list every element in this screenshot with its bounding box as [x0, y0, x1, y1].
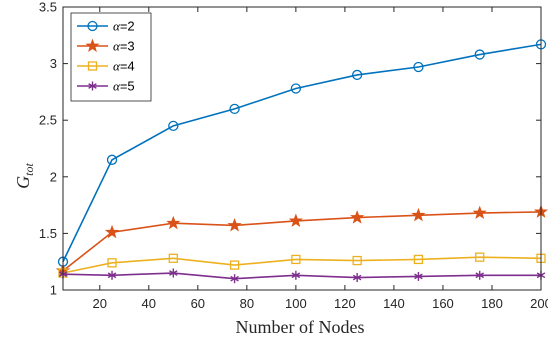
legend-alpha: α	[113, 39, 121, 54]
legend-marker	[87, 61, 98, 71]
x-tick-label: 60	[191, 296, 205, 311]
data-point	[104, 224, 120, 239]
y-tick-label: 1	[50, 283, 57, 298]
legend-item: α=2	[77, 19, 135, 34]
x-tick-label: 20	[93, 296, 107, 311]
x-tick-label: 40	[142, 296, 156, 311]
data-point	[414, 271, 423, 281]
data-point	[475, 270, 484, 280]
data-point	[350, 210, 365, 224]
x-tick-label: 200	[530, 296, 548, 311]
series-line	[62, 256, 542, 274]
legend-label: α=2	[113, 19, 135, 34]
data-point	[229, 260, 240, 270]
data-point	[411, 207, 426, 222]
y-axis-label: Gtot	[13, 163, 36, 189]
data-point	[291, 270, 301, 280]
x-axis-ticks: 20 40 60 80 100 120 140 160 180 200	[93, 7, 548, 311]
data-point	[107, 258, 117, 268]
data-point	[227, 218, 242, 232]
y-tick-label: 3.5	[39, 0, 57, 15]
legend-marker	[88, 81, 97, 91]
legend-label: α=3	[113, 39, 135, 54]
x-tick-label: 160	[432, 296, 454, 311]
legend-value: =4	[120, 59, 135, 74]
data-point	[166, 215, 181, 230]
x-tick-label: 180	[481, 296, 503, 311]
plot-frame	[62, 6, 542, 291]
legend-alpha: α	[113, 19, 121, 34]
legend-value: =2	[120, 19, 135, 34]
data-point	[107, 270, 117, 280]
legend-marker	[85, 38, 100, 53]
legend-item: α=4	[77, 59, 135, 74]
data-point	[413, 254, 424, 265]
legend-marker	[87, 20, 98, 32]
data-point	[472, 205, 487, 220]
data-point	[352, 255, 362, 266]
y-axis-label-main: G	[13, 176, 33, 189]
y-axis-label-sub: tot	[22, 163, 36, 176]
data-point	[168, 120, 179, 132]
data-point	[230, 274, 239, 284]
data-point	[169, 268, 178, 278]
legend-item: α=3	[77, 39, 135, 54]
svg-text:Gtot: Gtot	[13, 163, 36, 189]
legend-value: =3	[120, 39, 135, 54]
y-tick-label: 3	[50, 56, 57, 71]
legend-alpha: α	[113, 59, 121, 74]
y-tick-label: 2	[50, 169, 57, 184]
data-point	[413, 61, 424, 73]
data-point	[475, 252, 485, 262]
legend-value: =5	[120, 79, 135, 94]
x-tick-label: 120	[334, 296, 356, 311]
series-line	[62, 43, 542, 263]
legend: α=2α=3α=4α=5	[70, 12, 152, 102]
legend-label: α=4	[113, 59, 135, 74]
x-tick-label: 80	[240, 296, 254, 311]
data-point	[474, 49, 485, 60]
x-tick-label: 100	[285, 296, 307, 311]
data-point	[229, 103, 240, 115]
data-point	[352, 69, 363, 81]
x-axis-label: Number of Nodes	[236, 317, 365, 337]
legend-item: α=5	[77, 79, 135, 94]
data-point	[352, 273, 362, 283]
data-point	[290, 83, 302, 94]
data-point	[291, 254, 301, 265]
legend-label: α=5	[113, 79, 135, 94]
data-point	[288, 213, 303, 227]
y-axis-ticks: 1 1.5 2 2.5 3 3.5	[39, 0, 541, 298]
x-tick-label: 140	[383, 296, 405, 311]
data-point	[106, 154, 118, 165]
legend-alpha: α	[113, 79, 121, 94]
y-tick-label: 2.5	[39, 113, 57, 128]
data-point	[168, 253, 178, 263]
y-tick-label: 1.5	[39, 226, 57, 241]
series-4	[58, 252, 546, 278]
